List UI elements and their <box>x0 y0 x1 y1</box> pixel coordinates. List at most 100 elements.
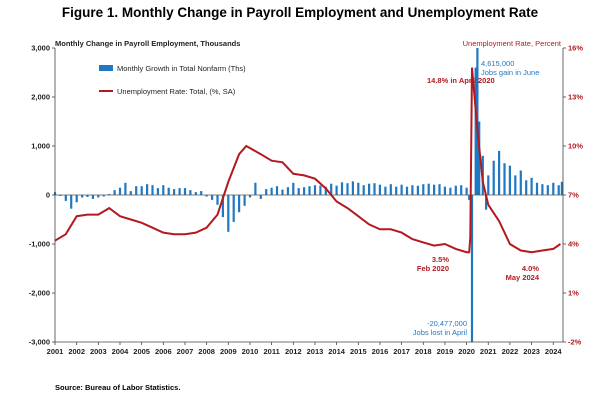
bar <box>530 177 533 195</box>
bar <box>286 187 289 195</box>
bar <box>162 185 165 195</box>
annotation-text: 4,615,000 <box>481 59 514 68</box>
bar <box>183 188 187 195</box>
bar <box>454 185 457 195</box>
y2-tick-label: 16% <box>568 44 583 53</box>
bar <box>64 195 67 201</box>
y-tick-label: -3,000 <box>29 338 50 347</box>
x-tick-label: 2020 <box>458 347 475 356</box>
x-tick-label: 2017 <box>393 347 410 356</box>
bar <box>438 184 441 195</box>
bar <box>303 187 306 195</box>
bar <box>200 191 203 195</box>
x-tick-label: 2015 <box>350 347 367 356</box>
bar <box>281 189 284 195</box>
annotation-text: 14.8% in April 2020 <box>427 76 495 85</box>
bar <box>508 165 511 195</box>
bar <box>135 186 138 195</box>
bar <box>485 195 488 210</box>
bar-series <box>53 48 563 342</box>
x-tick-label: 2003 <box>90 347 107 356</box>
bar <box>211 195 214 200</box>
x-tick-label: 2011 <box>263 347 279 356</box>
bar <box>156 188 159 195</box>
bar <box>140 186 143 195</box>
bar <box>173 189 176 195</box>
x-tick-label: 2009 <box>220 347 237 356</box>
bar <box>546 185 549 195</box>
y-tick-label: 2,000 <box>31 93 50 102</box>
bar <box>113 190 116 195</box>
bar <box>259 195 262 199</box>
bar <box>70 195 73 209</box>
legend: Monthly Growth in Total Nonfarm (Ths) Une… <box>99 64 246 96</box>
bar <box>248 195 252 198</box>
bar <box>227 195 230 232</box>
y-tick-label: 0 <box>46 191 50 200</box>
annotation-text: Jobs lost in April <box>413 328 468 337</box>
bar <box>449 187 452 195</box>
bar <box>129 191 132 195</box>
axes: 3,000 2,000 1,000 0 -1,000 -2,000 -3,000 16% 13%… <box>29 44 584 357</box>
bar <box>422 184 425 195</box>
bar <box>270 187 273 195</box>
bar <box>275 186 279 195</box>
left-axis-label: Monthly Change in Payroll Employment, Th… <box>55 39 241 48</box>
y2-tick-label: 7% <box>568 191 579 200</box>
bar <box>178 188 181 195</box>
bar <box>357 182 360 196</box>
y-tick-label: -1,000 <box>29 240 50 249</box>
x-tick-label: 2006 <box>155 347 172 356</box>
bar <box>108 194 111 195</box>
bar <box>468 195 471 200</box>
bar <box>91 195 94 199</box>
source-note: Source: Bureau of Labor Statistics. <box>55 383 181 392</box>
bar <box>552 182 555 196</box>
bar <box>395 186 398 195</box>
y-tick-label: 3,000 <box>31 44 50 53</box>
x-tick-label: 2014 <box>328 347 346 356</box>
x-tick-label: 2005 <box>133 347 150 356</box>
y2-tick-label: -2% <box>568 338 582 347</box>
bar <box>151 185 154 195</box>
unemployment-rate-line <box>54 67 561 254</box>
x-tick-label: 2004 <box>112 347 130 356</box>
bar <box>427 183 430 195</box>
bar <box>313 185 317 195</box>
bar <box>59 195 62 196</box>
bar <box>443 186 446 195</box>
bar <box>216 195 219 205</box>
bar <box>351 181 354 195</box>
x-tick-label: 2013 <box>307 347 324 356</box>
bar <box>400 184 403 195</box>
bar <box>492 160 495 195</box>
x-tick-label: 2008 <box>198 347 215 356</box>
bar <box>478 121 481 195</box>
bar <box>292 182 295 196</box>
bar <box>346 183 349 195</box>
x-tick-label: 2024 <box>545 347 563 356</box>
x-tick-label: 2001 <box>47 347 64 356</box>
bar <box>368 183 371 195</box>
chart-title: Figure 1. Monthly Change in Payroll Empl… <box>61 5 539 20</box>
bar <box>75 195 78 203</box>
bar <box>433 184 436 195</box>
bar <box>465 187 468 195</box>
x-tick-label: 2022 <box>502 347 519 356</box>
bar <box>118 187 122 195</box>
bar <box>384 186 387 195</box>
right-axis-label: Unemployment Rate, Percent <box>462 39 561 48</box>
bar <box>265 189 268 195</box>
bar <box>519 170 522 195</box>
bar <box>297 188 300 195</box>
bar <box>232 195 235 222</box>
x-tick-label: 2016 <box>372 347 389 356</box>
bar <box>194 192 197 195</box>
bar <box>487 175 490 195</box>
annotation-text: -20,477,000 <box>427 319 467 328</box>
bar <box>330 183 333 195</box>
y2-tick-label: 13% <box>568 93 583 102</box>
x-tick-label: 2018 <box>415 347 432 356</box>
